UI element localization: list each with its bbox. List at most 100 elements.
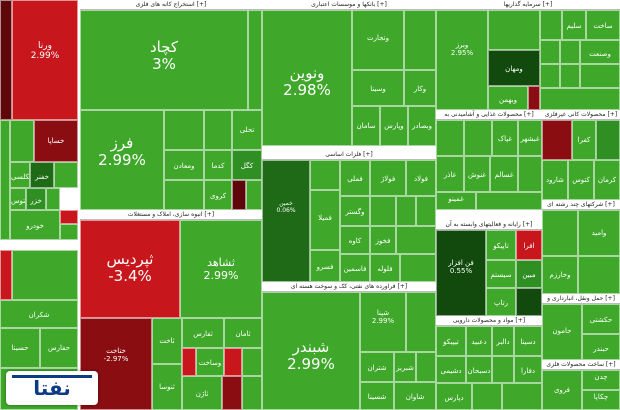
sector-header[interactable]: مواد و محصولات دارویی [+] xyxy=(436,316,542,326)
treemap-tile[interactable] xyxy=(242,348,262,376)
tile-kave[interactable]: کاوه xyxy=(340,226,370,254)
treemap-tile[interactable] xyxy=(404,10,436,70)
tile-tirdis[interactable]: ثپردیس -3.4% xyxy=(80,220,180,318)
tile-vpars[interactable]: وپارس xyxy=(380,106,408,146)
sector-header[interactable]: رایانه و فعالیتهای وابسته به آن [+] xyxy=(436,220,542,230)
tile-fsarv[interactable]: فسرو xyxy=(310,250,340,282)
tile-khemin[interactable]: خمین 0.06% xyxy=(262,160,310,282)
tile-fmeli[interactable]: فملی xyxy=(340,160,370,196)
treemap-tile[interactable] xyxy=(580,64,620,88)
tile-vbsader[interactable]: وبصادر xyxy=(408,106,436,146)
treemap-tile[interactable] xyxy=(60,210,78,224)
treemap-tile[interactable] xyxy=(232,180,246,210)
tile-varna[interactable]: ورنا 2.99% xyxy=(12,0,78,120)
tile-khfanar[interactable]: خفنر xyxy=(30,162,54,188)
tile-tvarsa[interactable]: وساخت xyxy=(196,348,224,376)
sector-header[interactable]: حمل ونقل، انبارداری و [+] xyxy=(542,294,620,304)
treemap-tile[interactable] xyxy=(540,40,560,64)
tile-tbina[interactable]: ثنوسا xyxy=(152,364,182,410)
sector-header[interactable]: بانکها و موسسات اعتباری [+] xyxy=(262,0,436,10)
treemap-tile[interactable] xyxy=(54,162,78,188)
tile-shtabriz[interactable]: شبریز xyxy=(394,352,416,382)
tile-vamid[interactable]: وامید xyxy=(578,210,620,256)
treemap-tile[interactable] xyxy=(182,348,196,376)
tile-tajasmin[interactable]: ثامان xyxy=(224,318,262,348)
tile-rtaap[interactable]: رتاپ xyxy=(486,288,516,316)
tile-farvai[interactable]: فروی xyxy=(542,370,582,410)
treemap-tile[interactable] xyxy=(400,254,436,282)
tile-fvolad[interactable]: فولاد xyxy=(406,160,436,196)
treemap-tile[interactable] xyxy=(518,156,542,192)
tile-shdaro[interactable]: شارود xyxy=(542,160,568,200)
tile-gadlr[interactable]: غاذر xyxy=(436,156,464,192)
sector-header[interactable]: سرمایه گذاریها [+] xyxy=(436,0,620,10)
tile-fmelico[interactable]: فمیلا xyxy=(310,190,340,250)
tile-dpars[interactable]: دپارس xyxy=(436,383,472,410)
sector-header[interactable]: استخراج کانه های فلزی [+] xyxy=(80,0,262,10)
treemap-tile[interactable] xyxy=(242,376,262,410)
tile-ktoos[interactable]: کتوس xyxy=(568,160,594,200)
tile-gsalem[interactable]: غسالم xyxy=(490,156,518,192)
treemap-tile[interactable] xyxy=(248,10,262,110)
tile-vsalim[interactable]: سلیم xyxy=(562,10,586,40)
tile-vbarez[interactable]: وبرز 2.95% xyxy=(436,10,488,110)
treemap-tile[interactable] xyxy=(436,120,464,156)
tile-khtoos[interactable]: ختوس xyxy=(10,188,26,210)
sector-header[interactable]: محصولات غذایی و آشامیدنی به [+] xyxy=(436,110,542,120)
tile-tshahed[interactable]: ثشاهد 2.99% xyxy=(180,220,262,318)
tile-fkhuz[interactable]: فخوز xyxy=(370,226,396,254)
tile-kdama[interactable]: کدما xyxy=(204,150,232,180)
tile-hfars[interactable]: حفارس xyxy=(40,328,78,368)
tile-tsakht[interactable]: ثاخت xyxy=(152,318,182,364)
tile-kkerman[interactable]: کرمان xyxy=(594,160,620,200)
treemap-tile[interactable] xyxy=(596,120,620,160)
tile-kchad[interactable]: کچاد 3% xyxy=(80,10,248,110)
treemap-tile[interactable] xyxy=(396,226,436,254)
treemap-tile[interactable] xyxy=(204,110,232,150)
tile-kruyi[interactable]: کروی xyxy=(204,180,232,210)
sector-header[interactable]: ساخت محصولات فلزی [+] xyxy=(542,360,620,370)
tile-ttis[interactable]: ثاژن xyxy=(182,376,222,410)
tile-sistem[interactable]: سیستم xyxy=(486,260,516,288)
tile-dalber[interactable]: دالبر xyxy=(492,326,514,356)
tile-shbandar[interactable]: شبندر 2.99% xyxy=(262,292,360,410)
tile-mabna[interactable]: مبین xyxy=(516,260,542,288)
tile-vsopa[interactable]: وخارزم xyxy=(542,256,578,294)
tile-vtejarat[interactable]: وتجارت xyxy=(352,10,404,70)
tile-shsina[interactable]: شسینا xyxy=(360,382,394,410)
tile-khzar[interactable]: خزر xyxy=(26,188,46,210)
treemap-tile[interactable] xyxy=(542,210,578,256)
treemap-tile[interactable] xyxy=(310,160,340,190)
tile-tipiko[interactable]: تیپیکو xyxy=(436,326,466,356)
treemap-tile[interactable] xyxy=(416,352,436,382)
treemap-tile[interactable] xyxy=(60,224,78,240)
treemap-tile[interactable] xyxy=(578,256,620,294)
treemap-tile[interactable] xyxy=(542,120,572,160)
tile-shina[interactable]: شپنا 2.99% xyxy=(360,292,406,352)
treemap-tile[interactable] xyxy=(396,196,416,226)
treemap-tile[interactable] xyxy=(0,0,12,120)
treemap-tile[interactable] xyxy=(224,348,242,376)
treemap-tile[interactable] xyxy=(472,383,502,410)
tile-gbehpak[interactable]: غبشهر xyxy=(518,120,542,156)
tile-ktahl[interactable]: تحلی xyxy=(232,110,262,150)
tile-shtran[interactable]: شتران xyxy=(360,352,394,382)
tile-dkhs[interactable]: دشیمی xyxy=(436,356,466,383)
treemap-tile[interactable] xyxy=(528,86,540,110)
tile-kfaraz[interactable]: کفرا xyxy=(572,120,596,160)
treemap-tile[interactable] xyxy=(464,120,492,156)
tile-chkhaz[interactable]: چکاپا xyxy=(582,390,620,410)
tile-dabid[interactable]: دعبید xyxy=(466,326,492,356)
treemap-tile[interactable] xyxy=(370,196,396,226)
tile-gmina[interactable]: غمینو xyxy=(436,192,476,210)
tile-khodro[interactable]: خودرو xyxy=(10,210,60,240)
tile-fara[interactable]: فرز 2.99% xyxy=(80,110,164,210)
treemap-tile[interactable] xyxy=(46,188,60,210)
tile-hamoun[interactable]: حامون xyxy=(542,304,582,360)
tile-vsina[interactable]: وسینا xyxy=(352,70,404,106)
treemap-tile[interactable] xyxy=(492,356,514,383)
tile-vkar[interactable]: وکار xyxy=(404,70,436,106)
sector-header[interactable]: فلزات اساسی [+] xyxy=(262,150,436,160)
treemap-tile[interactable] xyxy=(416,196,436,226)
tile-khsapa[interactable]: خساپا xyxy=(34,120,78,162)
